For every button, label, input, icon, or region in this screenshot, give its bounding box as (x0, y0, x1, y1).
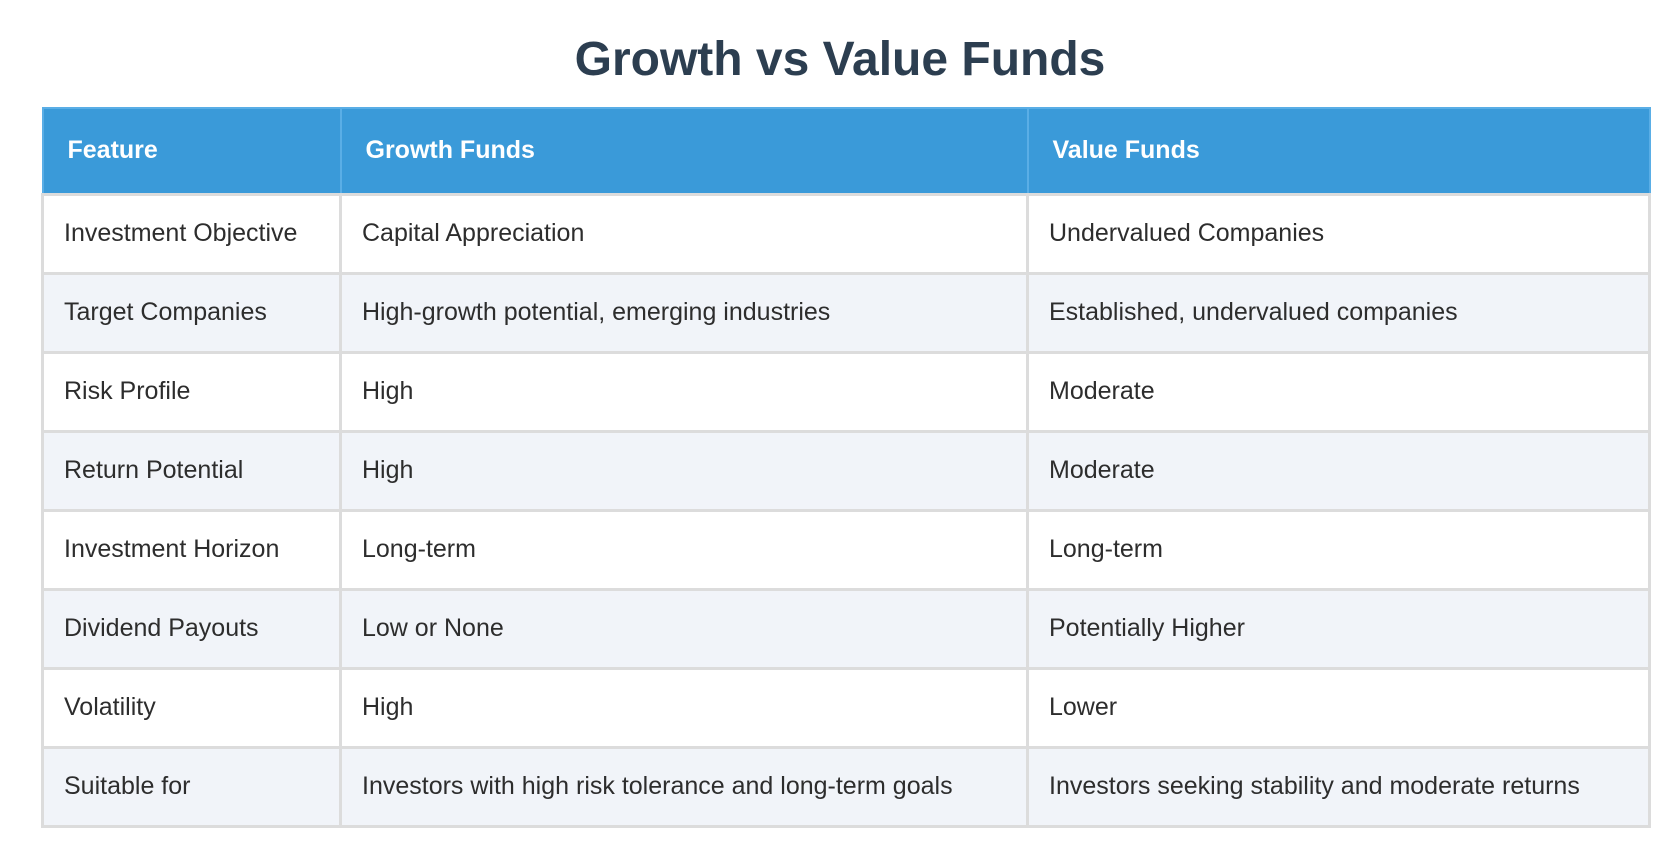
table-row: Dividend Payouts Low or None Potentially… (41, 587, 1651, 670)
table-row: Volatility High Lower (41, 666, 1651, 749)
growth-cell: High (339, 350, 1029, 433)
table-row: Investment Objective Capital Appreciatio… (41, 192, 1651, 275)
value-cell: Moderate (1026, 350, 1651, 433)
comparison-table: Feature Growth Funds Value Funds Investm… (41, 107, 1651, 828)
page-title: Growth vs Value Funds (574, 33, 1106, 86)
feature-cell: Return Potential (41, 429, 342, 512)
table-row: Suitable for Investors with high risk to… (41, 745, 1651, 828)
growth-cell: High-growth potential, emerging industri… (339, 271, 1029, 354)
table-row: Return Potential High Moderate (41, 429, 1651, 512)
feature-cell: Volatility (41, 666, 342, 749)
table-row: Target Companies High-growth potential, … (41, 271, 1651, 354)
header-value-funds: Value Funds (1026, 107, 1651, 195)
feature-cell: Risk Profile (41, 350, 342, 433)
feature-cell: Dividend Payouts (41, 587, 342, 670)
feature-cell: Suitable for (41, 745, 342, 828)
growth-cell: Long-term (339, 508, 1029, 591)
growth-cell: Capital Appreciation (339, 192, 1029, 275)
comparison-table-container: Feature Growth Funds Value Funds Investm… (41, 107, 1651, 828)
value-cell: Investors seeking stability and moderate… (1026, 745, 1651, 828)
table-header-row: Feature Growth Funds Value Funds (41, 107, 1651, 195)
header-feature: Feature (41, 107, 342, 195)
feature-cell: Target Companies (41, 271, 342, 354)
growth-cell: High (339, 666, 1029, 749)
growth-cell: Low or None (339, 587, 1029, 670)
value-cell: Long-term (1026, 508, 1651, 591)
value-cell: Undervalued Companies (1026, 192, 1651, 275)
feature-cell: Investment Objective (41, 192, 342, 275)
value-cell: Established, undervalued companies (1026, 271, 1651, 354)
value-cell: Potentially Higher (1026, 587, 1651, 670)
feature-cell: Investment Horizon (41, 508, 342, 591)
header-growth-funds: Growth Funds (339, 107, 1029, 195)
growth-cell: Investors with high risk tolerance and l… (339, 745, 1029, 828)
value-cell: Lower (1026, 666, 1651, 749)
table-row: Investment Horizon Long-term Long-term (41, 508, 1651, 591)
table-row: Risk Profile High Moderate (41, 350, 1651, 433)
growth-cell: High (339, 429, 1029, 512)
value-cell: Moderate (1026, 429, 1651, 512)
